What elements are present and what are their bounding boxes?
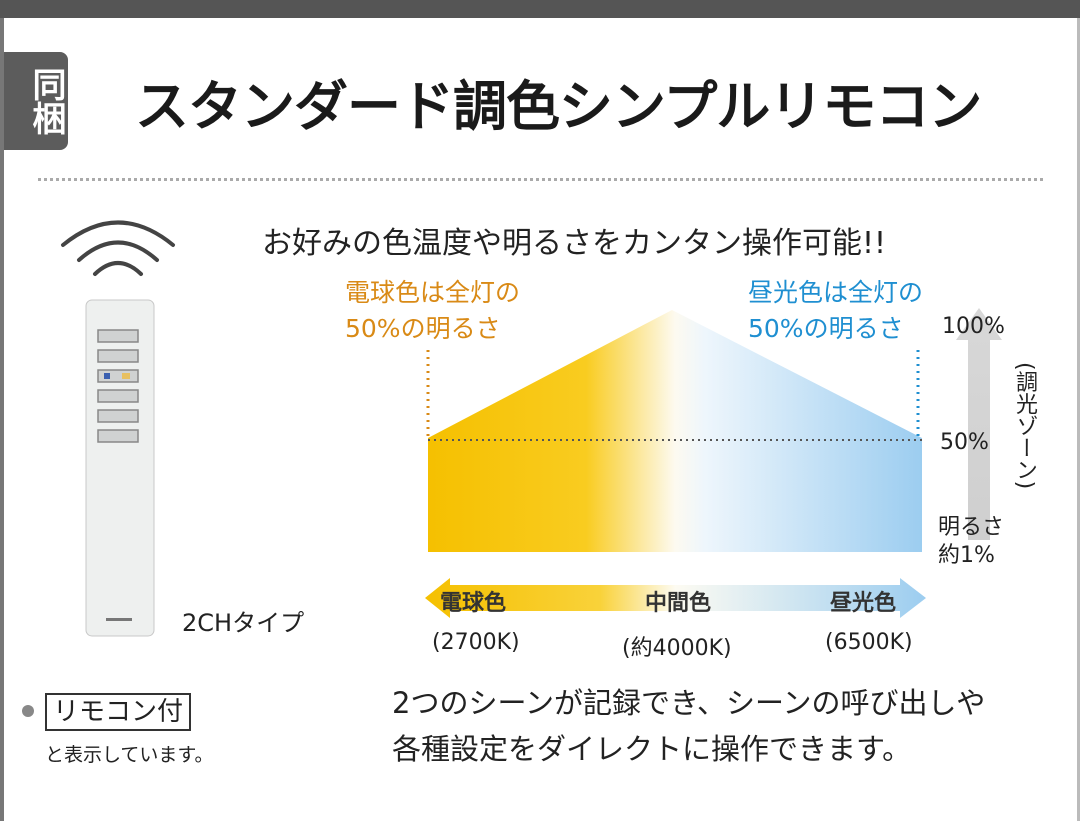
dotted-divider: [38, 178, 1043, 181]
remote-control-icon: [85, 299, 155, 637]
top-bar: [0, 0, 1080, 18]
bullet-icon: [22, 705, 34, 717]
warm-color-label: 電球色: [440, 591, 507, 616]
remote-model-label: 2CHタイプ: [182, 609, 305, 637]
daylight-color-label: 昼光色: [830, 591, 897, 616]
bundled-badge: 同梱: [4, 52, 68, 150]
dimming-zone-shape: [428, 310, 922, 552]
remote-included-mark: リモコン付: [45, 693, 192, 731]
warm-temp: (2700K): [432, 630, 520, 655]
neutral-color-label: 中間色: [645, 591, 712, 616]
brightness-arrow: [956, 308, 1002, 540]
daylight-temp: (6500K): [825, 630, 913, 655]
warm-note: 電球色は全灯の 50%の明るさ: [345, 278, 521, 343]
brightness-min: 明るさ 約1%: [938, 515, 1005, 568]
subtitle: お好みの色温度や明るさをカンタン操作可能!!: [262, 226, 887, 261]
dimming-zone-label: (調光ゾーン): [1012, 362, 1037, 490]
brightness-max: 100%: [942, 314, 1005, 339]
page-title: スタンダード調色シンプルリモコン: [135, 75, 982, 138]
description: 2つのシーンが記録でき、シーンの呼び出しや 各種設定をダイレクトに操作できます。: [392, 686, 986, 766]
left-border: [0, 18, 4, 821]
neutral-temp: (約4000K): [622, 636, 732, 661]
legend-note: と表示しています。: [45, 744, 214, 766]
wireless-signal-icon: [61, 220, 175, 276]
brightness-mid: 50%: [940, 430, 989, 455]
right-border: [1077, 18, 1080, 821]
color-temperature-arrow: [425, 578, 926, 618]
cool-note: 昼光色は全灯の 50%の明るさ: [748, 278, 924, 343]
